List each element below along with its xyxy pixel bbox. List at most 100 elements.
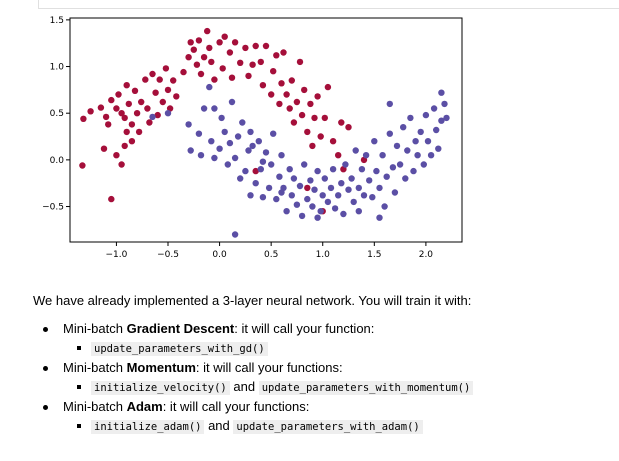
- x-tick-label: 1.0: [316, 250, 331, 260]
- point-series-1: [393, 142, 401, 150]
- list-item-momentum: Mini-batch Momentum: it will call your f…: [33, 359, 613, 397]
- y-tick-label: 0.5: [50, 109, 64, 119]
- point-series-1: [252, 180, 259, 187]
- point-series-1: [407, 114, 414, 122]
- item-suffix: : it will call your functions:: [195, 360, 343, 375]
- point-series-1: [290, 175, 298, 182]
- point-series-1: [379, 152, 386, 159]
- point-series-0: [113, 105, 120, 112]
- point-series-0: [152, 89, 159, 96]
- point-series-0: [102, 113, 110, 121]
- point-series-1: [400, 124, 407, 131]
- point-series-0: [173, 93, 180, 100]
- point-series-0: [105, 121, 112, 128]
- point-series-0: [259, 82, 267, 89]
- point-series-1: [309, 203, 316, 210]
- point-series-1: [352, 147, 359, 154]
- plot-frame: [69, 17, 463, 243]
- point-series-0: [242, 44, 249, 52]
- point-series-0: [79, 162, 86, 169]
- point-series-0: [118, 161, 125, 168]
- point-series-1: [276, 173, 283, 180]
- and-text: and: [229, 379, 259, 394]
- item-bold: Adam: [126, 399, 163, 414]
- point-series-0: [113, 152, 120, 159]
- point-series-1: [234, 133, 242, 140]
- previous-cell-border: [38, 0, 619, 9]
- point-series-0: [298, 111, 306, 119]
- point-series-1: [200, 105, 208, 112]
- code-init-adam: initialize_adam(): [91, 420, 205, 434]
- point-series-0: [262, 42, 270, 50]
- point-series-0: [121, 114, 128, 122]
- point-series-0: [146, 119, 153, 126]
- point-series-1: [278, 189, 285, 196]
- point-series-1: [381, 203, 388, 210]
- point-series-0: [190, 46, 197, 53]
- point-series-0: [293, 98, 301, 106]
- x-tick-label: 2.0: [419, 250, 434, 260]
- y-tick-label: 0.0: [50, 156, 65, 166]
- point-series-0: [123, 128, 130, 136]
- point-series-0: [329, 138, 337, 145]
- markdown-cell: We have already implemented a 3-layer ne…: [33, 292, 613, 437]
- point-series-0: [195, 37, 203, 44]
- y-tick-label: 1.0: [50, 63, 65, 73]
- point-series-1: [386, 100, 393, 108]
- point-series-0: [226, 49, 234, 56]
- plot-points: [79, 27, 450, 238]
- point-series-1: [327, 184, 335, 192]
- point-series-0: [144, 105, 151, 112]
- point-series-1: [321, 175, 328, 182]
- point-series-1: [420, 161, 427, 168]
- point-series-0: [97, 104, 105, 111]
- point-series-0: [206, 44, 213, 52]
- point-series-0: [304, 184, 311, 192]
- y-tick-label: −0.5: [42, 203, 64, 213]
- x-tick-label: −0.5: [157, 250, 179, 260]
- point-series-1: [422, 111, 430, 119]
- point-series-1: [268, 161, 275, 168]
- point-series-0: [125, 100, 132, 108]
- point-series-1: [216, 145, 223, 152]
- point-series-0: [204, 27, 211, 35]
- item-prefix: Mini-batch: [63, 399, 127, 414]
- point-series-0: [286, 105, 293, 112]
- point-series-0: [216, 39, 223, 46]
- point-series-1: [283, 208, 290, 215]
- point-series-0: [187, 39, 194, 46]
- point-series-1: [265, 184, 273, 192]
- point-series-1: [197, 152, 205, 159]
- point-series-0: [211, 76, 218, 83]
- point-series-0: [304, 128, 311, 136]
- point-series-0: [138, 98, 145, 106]
- point-series-1: [218, 114, 225, 122]
- and-text: and: [204, 418, 234, 433]
- y-tick-label: 1.5: [50, 16, 64, 26]
- list-item-gd: Mini-batch Gradient Descent: it will cal…: [33, 320, 613, 358]
- sublist-item: initialize_adam() and update_parameters_…: [63, 417, 613, 436]
- point-series-0: [180, 68, 187, 76]
- point-series-1: [211, 105, 218, 112]
- point-series-1: [228, 98, 236, 106]
- point-series-0: [335, 152, 342, 159]
- point-series-1: [335, 192, 342, 199]
- point-series-1: [376, 214, 383, 221]
- point-series-1: [245, 147, 252, 154]
- point-series-0: [317, 133, 324, 140]
- point-series-0: [115, 91, 122, 98]
- point-series-0: [164, 86, 172, 94]
- point-series-1: [231, 154, 239, 162]
- point-series-0: [257, 58, 264, 66]
- point-series-1: [187, 147, 194, 154]
- point-series-1: [435, 145, 442, 152]
- point-series-0: [338, 119, 345, 126]
- point-series-0: [108, 96, 115, 104]
- point-series-1: [224, 161, 231, 168]
- point-series-1: [288, 192, 295, 199]
- point-series-1: [278, 152, 285, 159]
- point-series-1: [226, 139, 234, 147]
- point-series-0: [276, 100, 283, 108]
- point-series-1: [386, 130, 393, 137]
- point-series-0: [193, 61, 201, 68]
